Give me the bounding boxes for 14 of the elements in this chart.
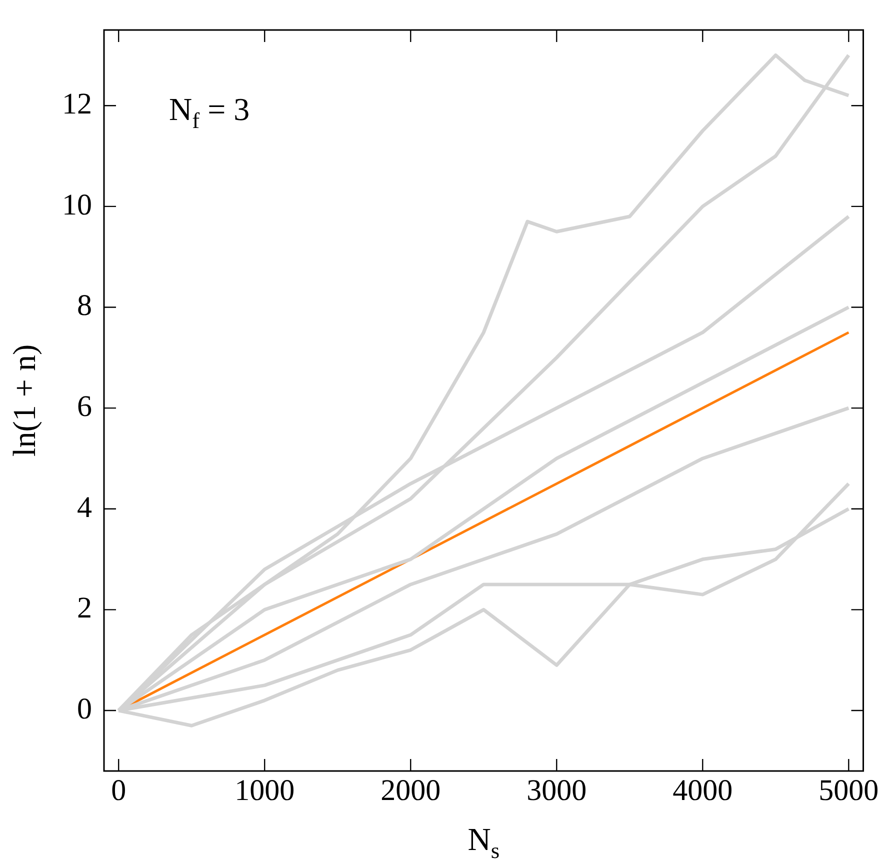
y-tick-label: 0 (77, 692, 92, 726)
x-tick-label: 3000 (526, 774, 587, 807)
x-tick-label: 5000 (818, 774, 879, 807)
y-tick-label: 10 (62, 188, 92, 222)
x-tick-label: 2000 (380, 774, 441, 807)
y-axis-title: ln(1 + n) (6, 344, 42, 457)
y-tick-label: 12 (62, 87, 92, 120)
y-tick-label: 6 (77, 390, 92, 423)
x-tick-label: 0 (111, 774, 126, 807)
x-tick-label: 1000 (234, 774, 295, 807)
y-tick-label: 4 (77, 490, 92, 524)
y-tick-label: 2 (77, 592, 92, 625)
x-tick-label: 4000 (672, 774, 733, 807)
y-tick-label: 8 (77, 289, 92, 322)
